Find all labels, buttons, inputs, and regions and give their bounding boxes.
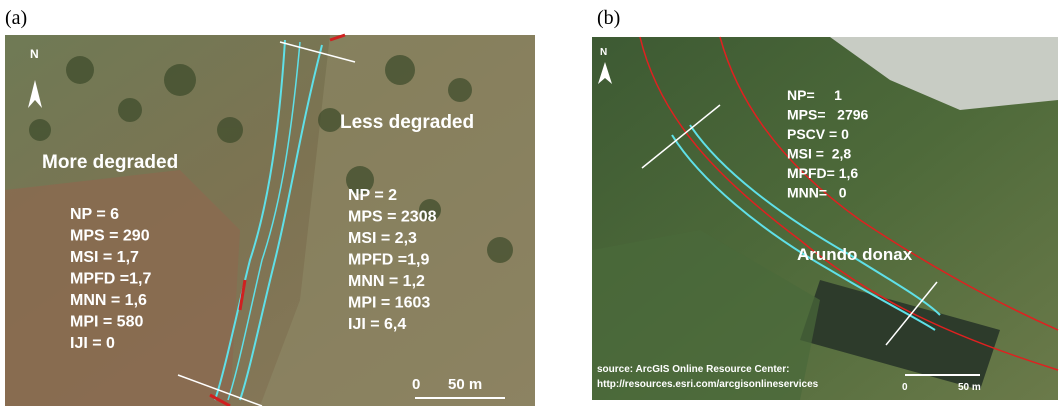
stat-line: IJI = 6,4 bbox=[348, 316, 406, 333]
scale-label: 50 m bbox=[958, 382, 981, 393]
scale-label: 0 bbox=[902, 382, 908, 393]
panel-label: (b) bbox=[597, 7, 620, 29]
stat-line: MSI = 1,7 bbox=[70, 249, 139, 266]
stat-line: MNN = 1,6 bbox=[70, 292, 147, 309]
stat-line: MNN= 0 bbox=[787, 185, 847, 201]
stat-line: NP = 6 bbox=[70, 206, 119, 223]
stat-line: MPI = 580 bbox=[70, 314, 143, 331]
stats: NP = 2 MPS = 2308 MSI = 2,3 MPFD =1,9 MNN = … bbox=[348, 187, 437, 333]
region-label: Less degraded bbox=[340, 112, 474, 133]
stat-line: MPFD =1,7 bbox=[70, 271, 151, 288]
stat-line: IJI = 0 bbox=[70, 335, 115, 352]
stat-line: MPFD= 1,6 bbox=[787, 165, 858, 181]
source-line: source: ArcGIS Online Resource Center: bbox=[597, 364, 789, 375]
north-label: N bbox=[600, 47, 607, 58]
stat-line: MNN = 1,2 bbox=[348, 273, 425, 290]
panel-b: N Arundo donax NP= 1 MPS= 2796 PSCV = 0 MSI… bbox=[592, 37, 1058, 400]
stat-line: MPS = 2308 bbox=[348, 209, 437, 226]
region-label: More degraded bbox=[42, 152, 178, 173]
scale-label: 0 bbox=[412, 376, 420, 393]
panel-label: (a) bbox=[5, 7, 27, 29]
stat-line: MSI = 2,3 bbox=[348, 230, 417, 247]
panel-a: N More degraded Less degraded NP = 6 MPS … bbox=[5, 35, 535, 406]
stat-line: PSCV = 0 bbox=[787, 126, 849, 142]
stat-line: MPS = 290 bbox=[70, 228, 150, 245]
stat-line: MPS= 2796 bbox=[787, 107, 869, 123]
species-label: Arundo donax bbox=[797, 245, 913, 264]
stat-line: NP= 1 bbox=[787, 87, 842, 103]
north-label: N bbox=[30, 47, 39, 61]
stat-line: MPFD =1,9 bbox=[348, 252, 429, 269]
source-line: http://resources.esri.com/arcgisonlinese… bbox=[597, 379, 819, 390]
stat-line: MPI = 1603 bbox=[348, 295, 430, 312]
field bbox=[5, 170, 240, 406]
scale-label: 50 m bbox=[448, 376, 482, 393]
stat-line: NP = 2 bbox=[348, 187, 397, 204]
stats: NP = 6 MPS = 290 MSI = 1,7 MPFD =1,7 MNN = 1… bbox=[70, 206, 151, 352]
page: (a) (b) N More degraded Less degraded NP… bbox=[0, 0, 1061, 406]
stat-line: MSI = 2,8 bbox=[787, 146, 851, 162]
figure: (a) (b) N More degraded Less degraded NP… bbox=[0, 0, 1061, 406]
